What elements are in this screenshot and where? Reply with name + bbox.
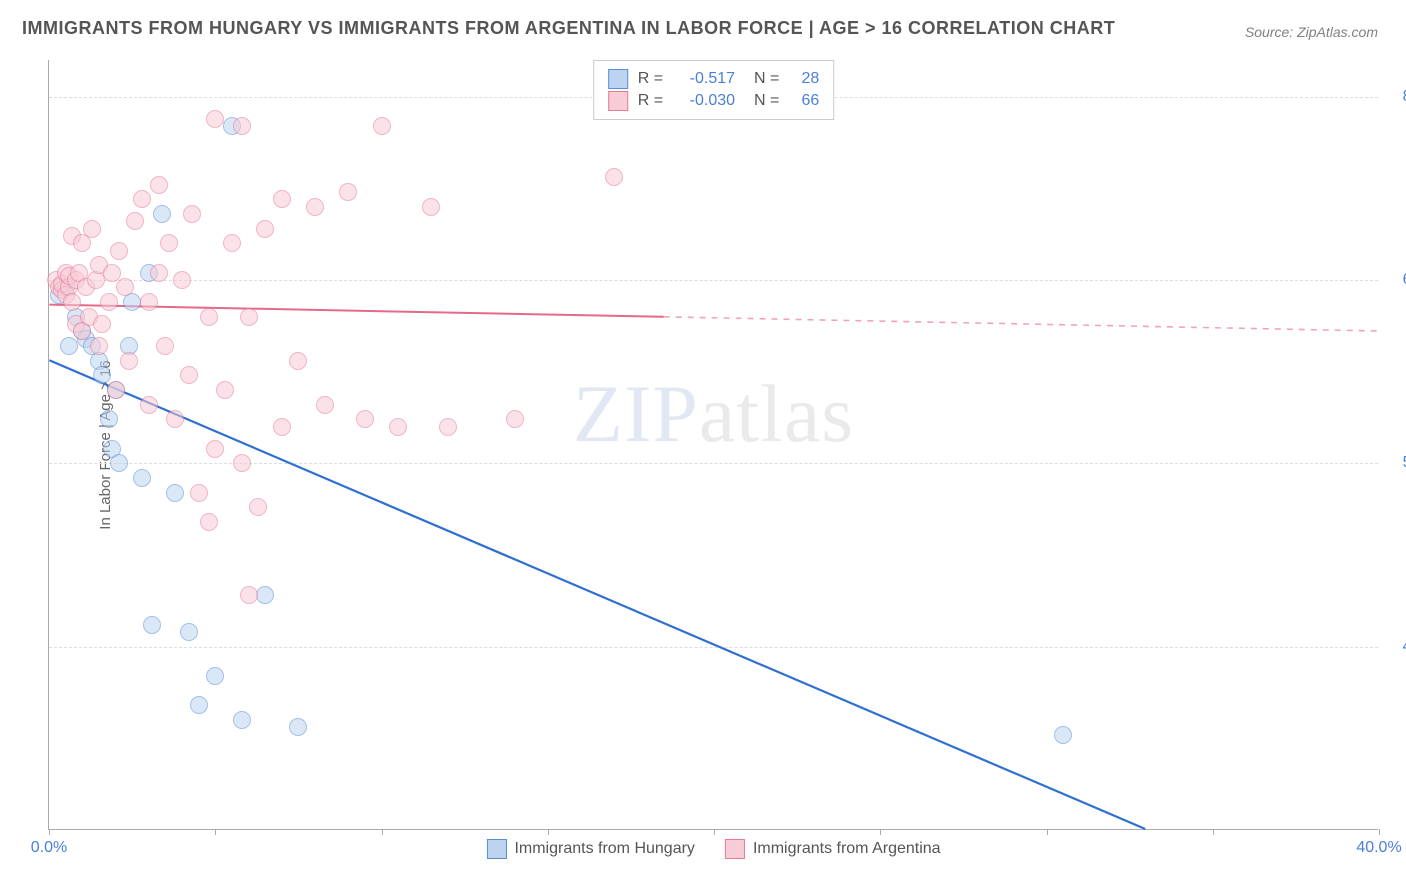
data-point [140,293,158,311]
data-point [166,484,184,502]
legend-n-label: N = [745,70,779,88]
scatter-points [49,60,1378,829]
data-point [133,190,151,208]
data-point [316,396,334,414]
data-point [120,352,138,370]
data-point [183,205,201,223]
data-point [173,271,191,289]
legend-r-label: R = [638,92,663,110]
data-point [206,667,224,685]
data-point [166,410,184,428]
data-point [233,454,251,472]
legend-r-label: R = [638,70,663,88]
data-point [103,264,121,282]
data-point [306,198,324,216]
data-point [93,315,111,333]
data-point [180,623,198,641]
data-point [289,352,307,370]
data-point [373,117,391,135]
data-point [439,418,457,436]
legend-swatch-argentina [725,839,745,859]
data-point [110,242,128,260]
data-point [140,396,158,414]
y-tick-label: 67.5% [1388,271,1406,289]
data-point [200,308,218,326]
series-legend: Immigrants from Hungary Immigrants from … [486,839,940,859]
data-point [190,484,208,502]
data-point [233,711,251,729]
legend-item-argentina: Immigrants from Argentina [725,839,941,859]
data-point [93,366,111,384]
data-point [256,586,274,604]
data-point [107,381,125,399]
data-point [60,337,78,355]
data-point [249,498,267,516]
data-point [190,696,208,714]
data-point [289,718,307,736]
y-tick-label: 80.0% [1388,88,1406,106]
data-point [223,234,241,252]
data-point [200,513,218,531]
legend-r-value-hungary: -0.517 [673,70,735,88]
legend-row-hungary: R = -0.517 N = 28 [608,69,820,89]
data-point [150,176,168,194]
data-point [356,410,374,428]
data-point [126,212,144,230]
data-point [506,410,524,428]
data-point [160,234,178,252]
data-point [156,337,174,355]
data-point [206,440,224,458]
legend-swatch-hungary [608,69,628,89]
data-point [110,454,128,472]
legend-label-argentina: Immigrants from Argentina [753,840,941,858]
chart-title: IMMIGRANTS FROM HUNGARY VS IMMIGRANTS FR… [22,18,1115,39]
legend-row-argentina: R = -0.030 N = 66 [608,91,820,111]
data-point [605,168,623,186]
data-point [153,205,171,223]
data-point [256,220,274,238]
data-point [143,616,161,634]
data-point [240,586,258,604]
data-point [180,366,198,384]
data-point [233,117,251,135]
x-tick-label: 40.0% [1356,839,1401,857]
y-tick-label: 42.5% [1388,638,1406,656]
data-point [150,264,168,282]
source-attribution: Source: ZipAtlas.com [1245,24,1378,40]
data-point [422,198,440,216]
y-tick-label: 55.0% [1388,454,1406,472]
data-point [273,418,291,436]
data-point [339,183,357,201]
legend-n-value-hungary: 28 [789,70,819,88]
correlation-legend: R = -0.517 N = 28 R = -0.030 N = 66 [593,60,835,120]
legend-n-value-argentina: 66 [789,92,819,110]
data-point [90,337,108,355]
legend-label-hungary: Immigrants from Hungary [514,840,695,858]
data-point [133,469,151,487]
data-point [240,308,258,326]
chart-plot-area: In Labor Force | Age > 16 ZIPatlas 42.5%… [48,60,1378,830]
legend-n-label: N = [745,92,779,110]
legend-r-value-argentina: -0.030 [673,92,735,110]
data-point [1054,726,1072,744]
data-point [100,410,118,428]
data-point [273,190,291,208]
data-point [100,293,118,311]
data-point [389,418,407,436]
data-point [116,278,134,296]
legend-item-hungary: Immigrants from Hungary [486,839,695,859]
data-point [216,381,234,399]
data-point [63,293,81,311]
data-point [206,110,224,128]
x-tick-label: 0.0% [31,839,67,857]
data-point [83,220,101,238]
legend-swatch-hungary [486,839,506,859]
legend-swatch-argentina [608,91,628,111]
